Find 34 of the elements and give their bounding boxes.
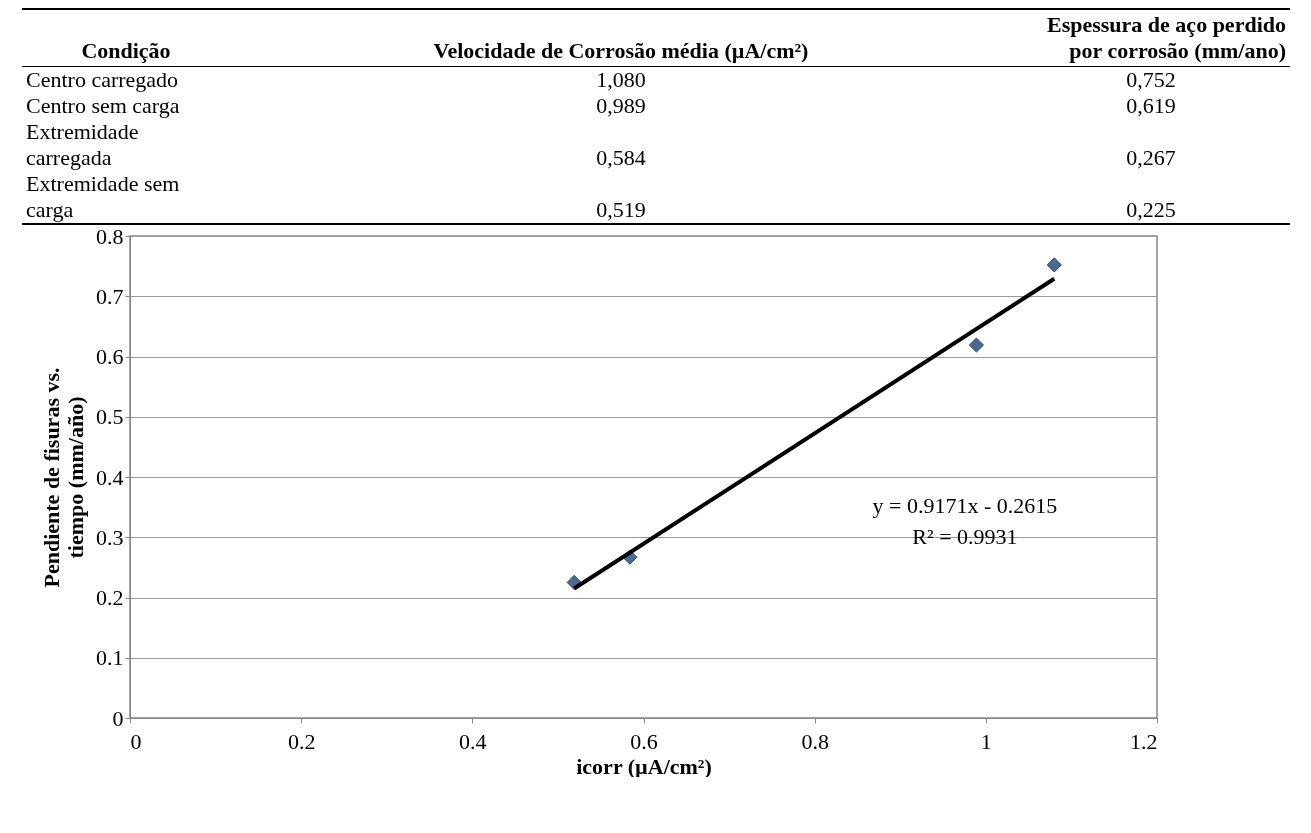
y-tick-label: 0.4 [96,464,124,490]
y-axis-title: Pendiente de fisuras vs. tiempo (mm/año) [39,367,88,588]
y-tick-label: 0.1 [96,645,124,671]
x-tick-label: 0 [130,728,142,754]
x-tick-label: 1.2 [1130,728,1158,754]
text: Extremidade sem carga [25,171,181,224]
annotation: R² = 0.9931 [912,523,1018,549]
text: 0,619 [1125,93,1177,119]
text: Extremidade carregada [25,119,140,171]
text: 0,752 [1125,66,1177,93]
x-tick-label: 1 [980,728,992,754]
text: Velocidade de Corrosão média (µA/cm²) [432,37,810,65]
annotation: y = 0.9171x - 0.2615 [872,492,1058,518]
text: 0,989 [595,93,647,119]
y-tick-label: 0.6 [96,344,124,369]
text: Centro sem carga [25,93,181,119]
y-tick-label: 0.2 [96,585,124,610]
text: Condição [80,37,172,65]
text: 0,519 [595,196,647,224]
x-tick-label: 0.4 [459,728,487,754]
x-tick-label: 0.8 [801,728,829,754]
y-tick-label: 0 [112,705,124,731]
text: Espessura de aço perdido por corrosão (mm/ano) [1046,11,1287,65]
y-tick-label: 0.7 [96,283,124,309]
x-tick-label: 0.2 [287,728,316,754]
y-tick-label: 0.5 [96,404,124,430]
x-tick-label: 0.6 [630,728,658,754]
y-tick-label: 0.3 [96,524,124,550]
text: 0,267 [1125,144,1177,171]
text: 1,080 [595,66,647,93]
text: 0,584 [595,144,647,171]
text: 0,225 [1125,196,1177,224]
text: Centro carregado [25,66,180,93]
y-tick-label: 0.8 [96,223,124,249]
